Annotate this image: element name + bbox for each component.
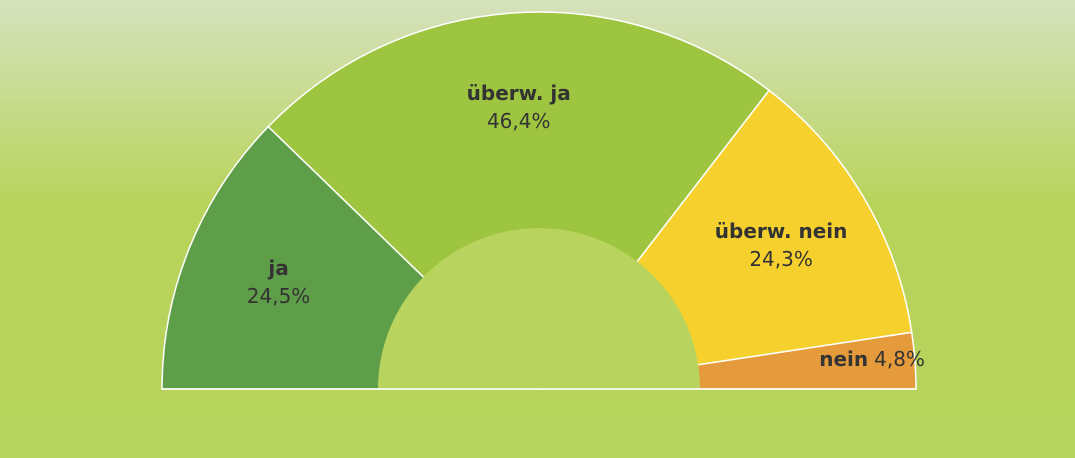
category-label: ja xyxy=(267,256,288,280)
value-label: 24,5% xyxy=(247,284,311,308)
slice xyxy=(267,11,771,391)
value-label: 46,4% xyxy=(487,109,551,133)
slice-label: nein 4,8% xyxy=(819,347,925,371)
category-label: nein xyxy=(819,347,868,371)
category-label: überw. nein xyxy=(715,219,848,243)
value-label: 24,3% xyxy=(749,247,813,271)
donut-hole xyxy=(378,228,700,389)
category-label: überw. ja xyxy=(467,81,571,105)
value-label: 4,8% xyxy=(874,347,925,371)
